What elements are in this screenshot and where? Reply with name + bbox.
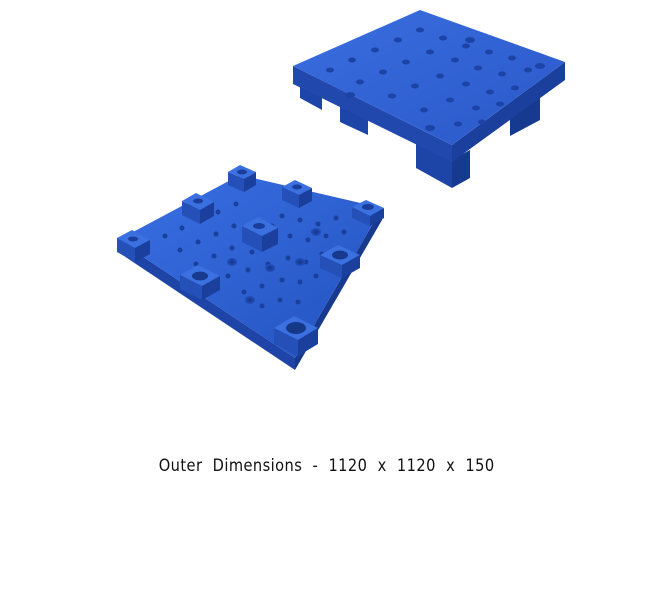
pallet-leg [416, 140, 452, 188]
pallet-feet [117, 165, 384, 356]
pallet-product-image [117, 10, 565, 370]
pallet-deck-edge [118, 240, 295, 370]
pallet-holes [227, 228, 321, 304]
pallet-holes [162, 201, 347, 309]
pallet-deck-edge [452, 62, 565, 162]
pallet-deck-edge [293, 66, 452, 162]
pallet-holes [326, 27, 545, 131]
pallet-leg [452, 150, 470, 188]
pallet-deck-top [293, 10, 565, 145]
pallet-underside-view [117, 165, 384, 370]
pallet-deck-top [118, 175, 382, 358]
product-dimensions-caption: Outer Dimensions - 1120 x 1120 x 150 [158, 456, 495, 476]
pallet-top-view [293, 10, 565, 188]
